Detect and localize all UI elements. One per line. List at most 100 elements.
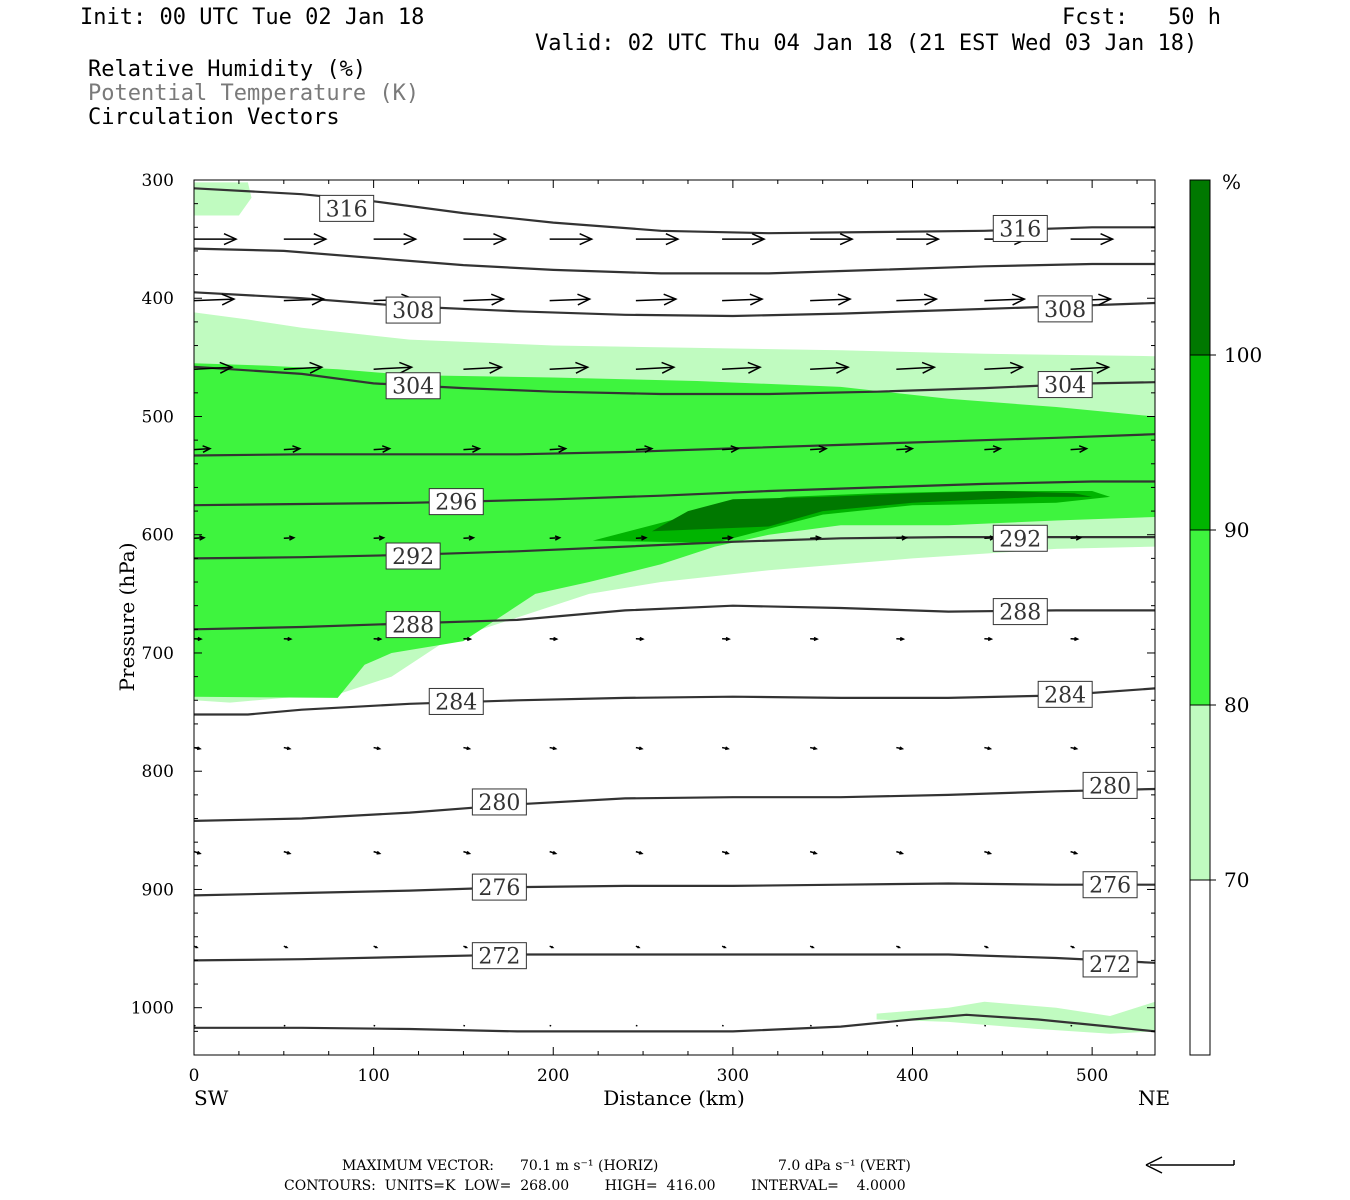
colorbar-label-80: 80 bbox=[1224, 693, 1249, 717]
vector-9-1 bbox=[283, 1024, 286, 1027]
theta-label-box-288-1 bbox=[992, 598, 1048, 626]
vector-7-4 bbox=[549, 850, 558, 855]
theta-label-280-1: 280 bbox=[1089, 774, 1131, 799]
vector-9-9 bbox=[984, 1024, 987, 1027]
theta-312 bbox=[194, 247, 1155, 275]
vector-1-3 bbox=[463, 293, 506, 306]
vector-0-5 bbox=[635, 233, 680, 246]
vector-5-4 bbox=[549, 636, 559, 642]
theta-label-276-0: 276 bbox=[478, 876, 520, 901]
vector-0-10 bbox=[1070, 233, 1115, 246]
theta-label-292-1: 292 bbox=[999, 527, 1041, 552]
vector-4-10 bbox=[1070, 535, 1083, 541]
vector-5-3 bbox=[463, 636, 473, 642]
vector-2-3 bbox=[463, 361, 504, 374]
colorbar-seg-0 bbox=[1189, 879, 1211, 1056]
x-tick-300: 300 bbox=[717, 1066, 749, 1086]
vector-2-4 bbox=[549, 361, 590, 374]
vector-2-8 bbox=[896, 361, 937, 374]
x-tick-0: 0 bbox=[189, 1066, 200, 1086]
theta-label-284-0: 284 bbox=[435, 690, 477, 715]
x-axis-title: Distance (km) bbox=[603, 1086, 745, 1110]
vector-3-10 bbox=[1070, 445, 1089, 453]
vector-0-1 bbox=[283, 233, 328, 246]
theta-308 bbox=[194, 291, 1155, 318]
vector-2-7 bbox=[810, 361, 850, 374]
theta-label-box-280-0 bbox=[471, 788, 527, 816]
vector-3-9 bbox=[984, 445, 1003, 453]
vector-5-2 bbox=[373, 636, 383, 642]
colorbar-unit: % bbox=[1222, 170, 1241, 194]
theta-label-296-0: 296 bbox=[435, 491, 477, 516]
vector-9-3 bbox=[463, 1024, 466, 1027]
colorbar-seg-2 bbox=[1189, 529, 1211, 706]
field-vectors: Circulation Vectors bbox=[88, 105, 340, 130]
colorbar-seg-1 bbox=[1189, 704, 1211, 881]
vector-5-10 bbox=[1070, 636, 1080, 642]
vector-5-6 bbox=[722, 636, 731, 642]
vector-9-7 bbox=[809, 1024, 812, 1027]
theta-label-316-1: 316 bbox=[999, 217, 1041, 242]
rh-region-3 bbox=[592, 491, 1111, 543]
theta-label-box-272-1 bbox=[1082, 950, 1138, 978]
vector-1-5 bbox=[635, 293, 678, 306]
vector-9-10 bbox=[1070, 1024, 1073, 1027]
vector-4-5 bbox=[635, 535, 648, 541]
theta-label-box-272-0 bbox=[471, 942, 527, 970]
vector-6-10 bbox=[1070, 746, 1079, 751]
vector-0-2 bbox=[373, 233, 418, 246]
vector-7-7 bbox=[809, 850, 818, 855]
vector-5-9 bbox=[984, 636, 994, 642]
vector-5-5 bbox=[635, 636, 645, 642]
theta-label-276-1: 276 bbox=[1089, 874, 1131, 899]
theta-284 bbox=[194, 687, 1155, 716]
theta-296 bbox=[194, 480, 1155, 507]
vector-1-8 bbox=[896, 293, 939, 306]
y-tick-400: 400 bbox=[142, 289, 174, 309]
theta-label-280-0: 280 bbox=[478, 791, 520, 816]
vector-3-0 bbox=[194, 445, 212, 453]
vector-7-2 bbox=[373, 850, 382, 855]
vector-2-2 bbox=[373, 361, 414, 374]
colorbar-seg-3 bbox=[1189, 354, 1211, 531]
vector-4-7 bbox=[810, 535, 822, 541]
vector-7-9 bbox=[984, 850, 993, 855]
rh-region-5 bbox=[194, 182, 252, 216]
vector-2-5 bbox=[635, 361, 676, 374]
vector-1-4 bbox=[549, 293, 592, 306]
x-tick-200: 200 bbox=[537, 1066, 569, 1086]
theta-label-292-0: 292 bbox=[392, 545, 434, 570]
vector-8-3 bbox=[463, 945, 469, 949]
y-tick-300: 300 bbox=[142, 171, 174, 191]
colorbar-seg-4 bbox=[1189, 179, 1211, 356]
x-tick-100: 100 bbox=[357, 1066, 389, 1086]
vector-8-10 bbox=[1070, 945, 1076, 949]
vector-6-6 bbox=[721, 746, 730, 751]
theta-label-box-292-1 bbox=[992, 524, 1048, 552]
vector-7-8 bbox=[896, 850, 905, 855]
y-tick-500: 500 bbox=[142, 407, 174, 427]
vector-6-7 bbox=[809, 746, 818, 751]
y-tick-600: 600 bbox=[142, 526, 174, 546]
theta-label-box-308-1 bbox=[1037, 295, 1093, 323]
vector-2-6 bbox=[722, 361, 762, 374]
vector-0-8 bbox=[896, 233, 941, 246]
vector-9-4 bbox=[549, 1024, 552, 1027]
theta-label-304-1: 304 bbox=[1044, 374, 1086, 399]
axes: 300 400 500 600 700 800 900 1000 0 100 200 300 400 50… bbox=[131, 171, 1155, 1086]
max-vector-horiz: 70.1 m s⁻¹ (HORIZ) bbox=[520, 1158, 659, 1174]
field-theta: Potential Temperature (K) bbox=[88, 81, 420, 106]
theta-label-288-0: 288 bbox=[392, 614, 434, 639]
vector-7-3 bbox=[463, 850, 472, 855]
vector-9-8 bbox=[896, 1024, 899, 1027]
vector-6-5 bbox=[635, 746, 644, 751]
vector-1-9 bbox=[984, 293, 1027, 306]
y-tick-1000: 1000 bbox=[131, 999, 174, 1019]
vector-1-6 bbox=[722, 293, 764, 306]
colorbar: 70 80 90 100 bbox=[1189, 179, 1262, 1056]
y-axis-title: Pressure (hPa) bbox=[115, 543, 139, 692]
vector-9-2 bbox=[373, 1024, 376, 1027]
vector-8-6 bbox=[721, 945, 727, 949]
theta-268 bbox=[194, 1013, 1155, 1033]
y-tick-800: 800 bbox=[142, 762, 174, 782]
